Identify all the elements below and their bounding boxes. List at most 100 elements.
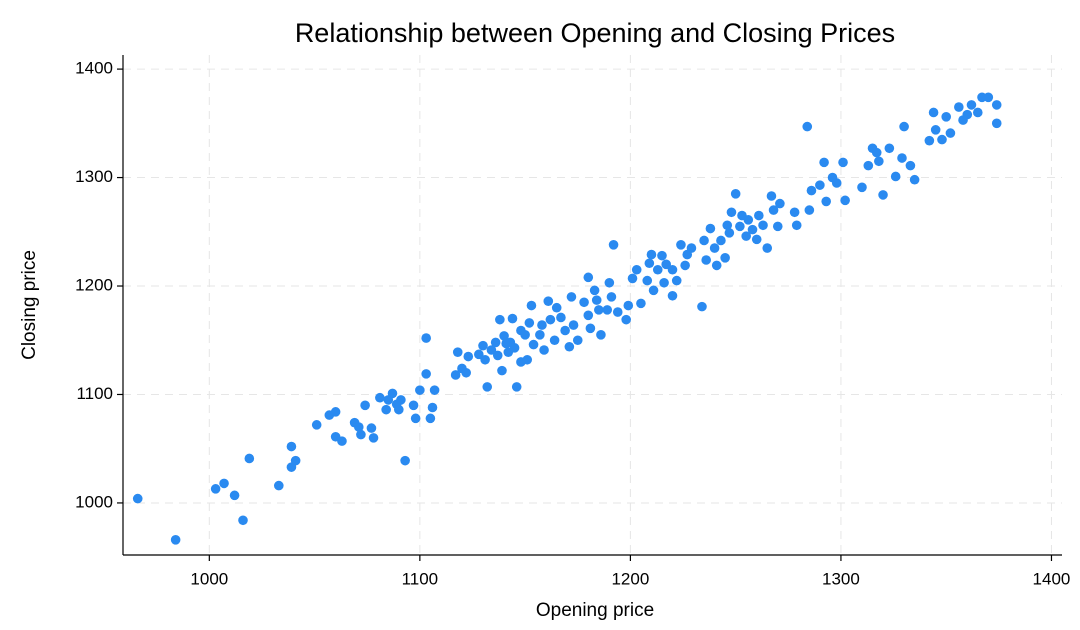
point (747, 224, 758, 235)
point (705, 223, 716, 234)
x-tick-label: 1400 (1033, 569, 1071, 588)
point (754, 210, 764, 221)
point (524, 318, 535, 328)
point (806, 185, 817, 196)
point (648, 285, 659, 296)
point (623, 300, 634, 311)
point (671, 275, 682, 286)
point (539, 345, 549, 355)
point (627, 273, 638, 284)
point (429, 385, 440, 395)
point (545, 314, 556, 325)
point (722, 220, 733, 231)
point (667, 290, 678, 301)
point (768, 205, 779, 215)
point (840, 195, 850, 206)
point (528, 339, 539, 350)
x-tick-label: 1200 (611, 569, 649, 588)
point (819, 157, 829, 168)
point (463, 351, 474, 362)
point (526, 300, 537, 311)
point (606, 292, 617, 302)
point (791, 220, 802, 231)
chart-title: Relationship between Opening and Closing… (295, 18, 895, 48)
point (878, 190, 888, 200)
point (661, 259, 671, 270)
y-tick-label: 1300 (75, 167, 113, 186)
point (410, 413, 421, 424)
point (511, 382, 522, 392)
point (387, 388, 398, 399)
point (579, 297, 589, 308)
point (775, 198, 785, 209)
point (726, 207, 737, 218)
point (821, 196, 831, 207)
point (486, 345, 497, 355)
point (400, 455, 410, 466)
point (802, 121, 813, 132)
point (425, 413, 436, 424)
point (612, 307, 623, 317)
point (452, 347, 463, 357)
point (210, 484, 221, 494)
point (636, 298, 646, 309)
point (928, 107, 939, 118)
point (537, 320, 547, 330)
point (583, 310, 594, 321)
point (991, 118, 1002, 129)
point (421, 369, 431, 379)
point (924, 135, 935, 146)
point (229, 490, 240, 501)
point (772, 221, 783, 232)
point (954, 102, 964, 112)
point (716, 235, 726, 246)
point (566, 292, 577, 302)
point (667, 264, 678, 275)
x-axis-label: Opening price (536, 600, 654, 621)
point (219, 478, 229, 489)
point (509, 343, 520, 353)
point (556, 312, 566, 323)
point (421, 333, 431, 343)
point (602, 305, 613, 315)
point (415, 385, 425, 395)
point (490, 337, 501, 348)
point (697, 301, 707, 312)
point (572, 335, 583, 346)
point (170, 535, 181, 545)
point (474, 349, 484, 360)
point (360, 400, 370, 411)
point (497, 365, 507, 376)
point (375, 392, 385, 403)
y-tick-label: 1000 (75, 492, 113, 511)
point (482, 382, 493, 392)
point (937, 134, 947, 145)
point (659, 277, 669, 288)
point (631, 264, 642, 275)
point (686, 243, 697, 253)
point (909, 174, 920, 185)
point (930, 125, 941, 135)
point (711, 260, 722, 271)
x-tick-label: 1000 (190, 569, 228, 588)
point (427, 402, 438, 413)
point (831, 178, 842, 188)
point (238, 515, 248, 526)
point (657, 250, 667, 261)
point (857, 182, 867, 193)
x-tick-label: 1100 (402, 569, 439, 588)
point (568, 320, 579, 330)
point (608, 240, 619, 250)
point (396, 395, 406, 405)
point (549, 335, 560, 346)
point (450, 370, 461, 380)
point (735, 221, 745, 232)
point (330, 407, 341, 417)
point (366, 423, 377, 433)
point (368, 433, 379, 443)
point (589, 285, 600, 296)
point (520, 330, 530, 340)
point (762, 243, 773, 253)
point (789, 207, 800, 218)
y-axis-label: Closing price (19, 250, 40, 360)
